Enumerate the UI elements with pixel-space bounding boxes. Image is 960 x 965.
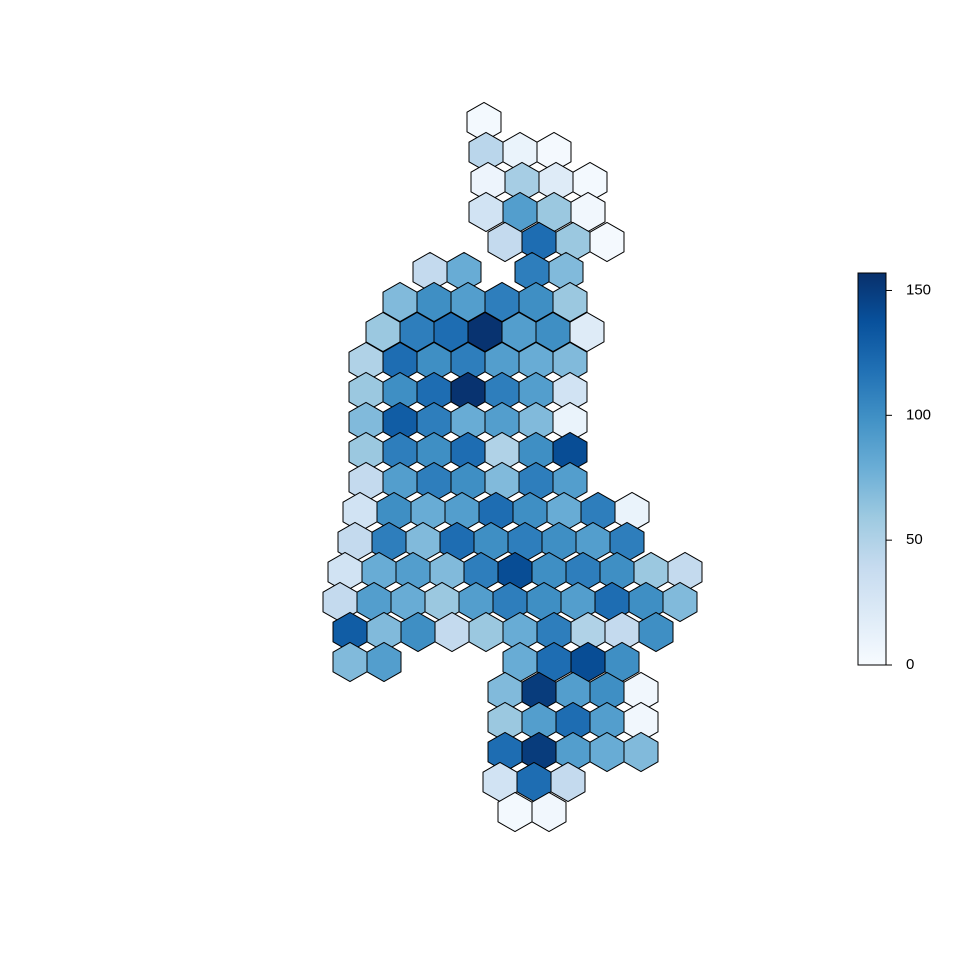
region-cell — [468, 191, 504, 233]
region-cell — [662, 581, 698, 623]
region-cell — [589, 731, 625, 773]
color-bar — [857, 272, 887, 666]
region-cell — [638, 611, 674, 653]
color-legend: 0 50 100 150 — [857, 272, 931, 673]
region-cell — [366, 641, 402, 683]
region-cell — [552, 281, 588, 323]
region-cell — [531, 791, 567, 833]
map-cells — [322, 101, 703, 833]
color-tick-label: 100 — [906, 406, 931, 423]
color-tick-label: 0 — [906, 656, 914, 673]
region-cell — [569, 311, 605, 353]
region-cell — [589, 221, 625, 263]
region-cell — [332, 641, 368, 683]
color-tick-label: 50 — [906, 531, 923, 548]
color-tick-label: 150 — [906, 281, 931, 298]
region-cell — [550, 761, 586, 803]
region-cell — [623, 731, 659, 773]
